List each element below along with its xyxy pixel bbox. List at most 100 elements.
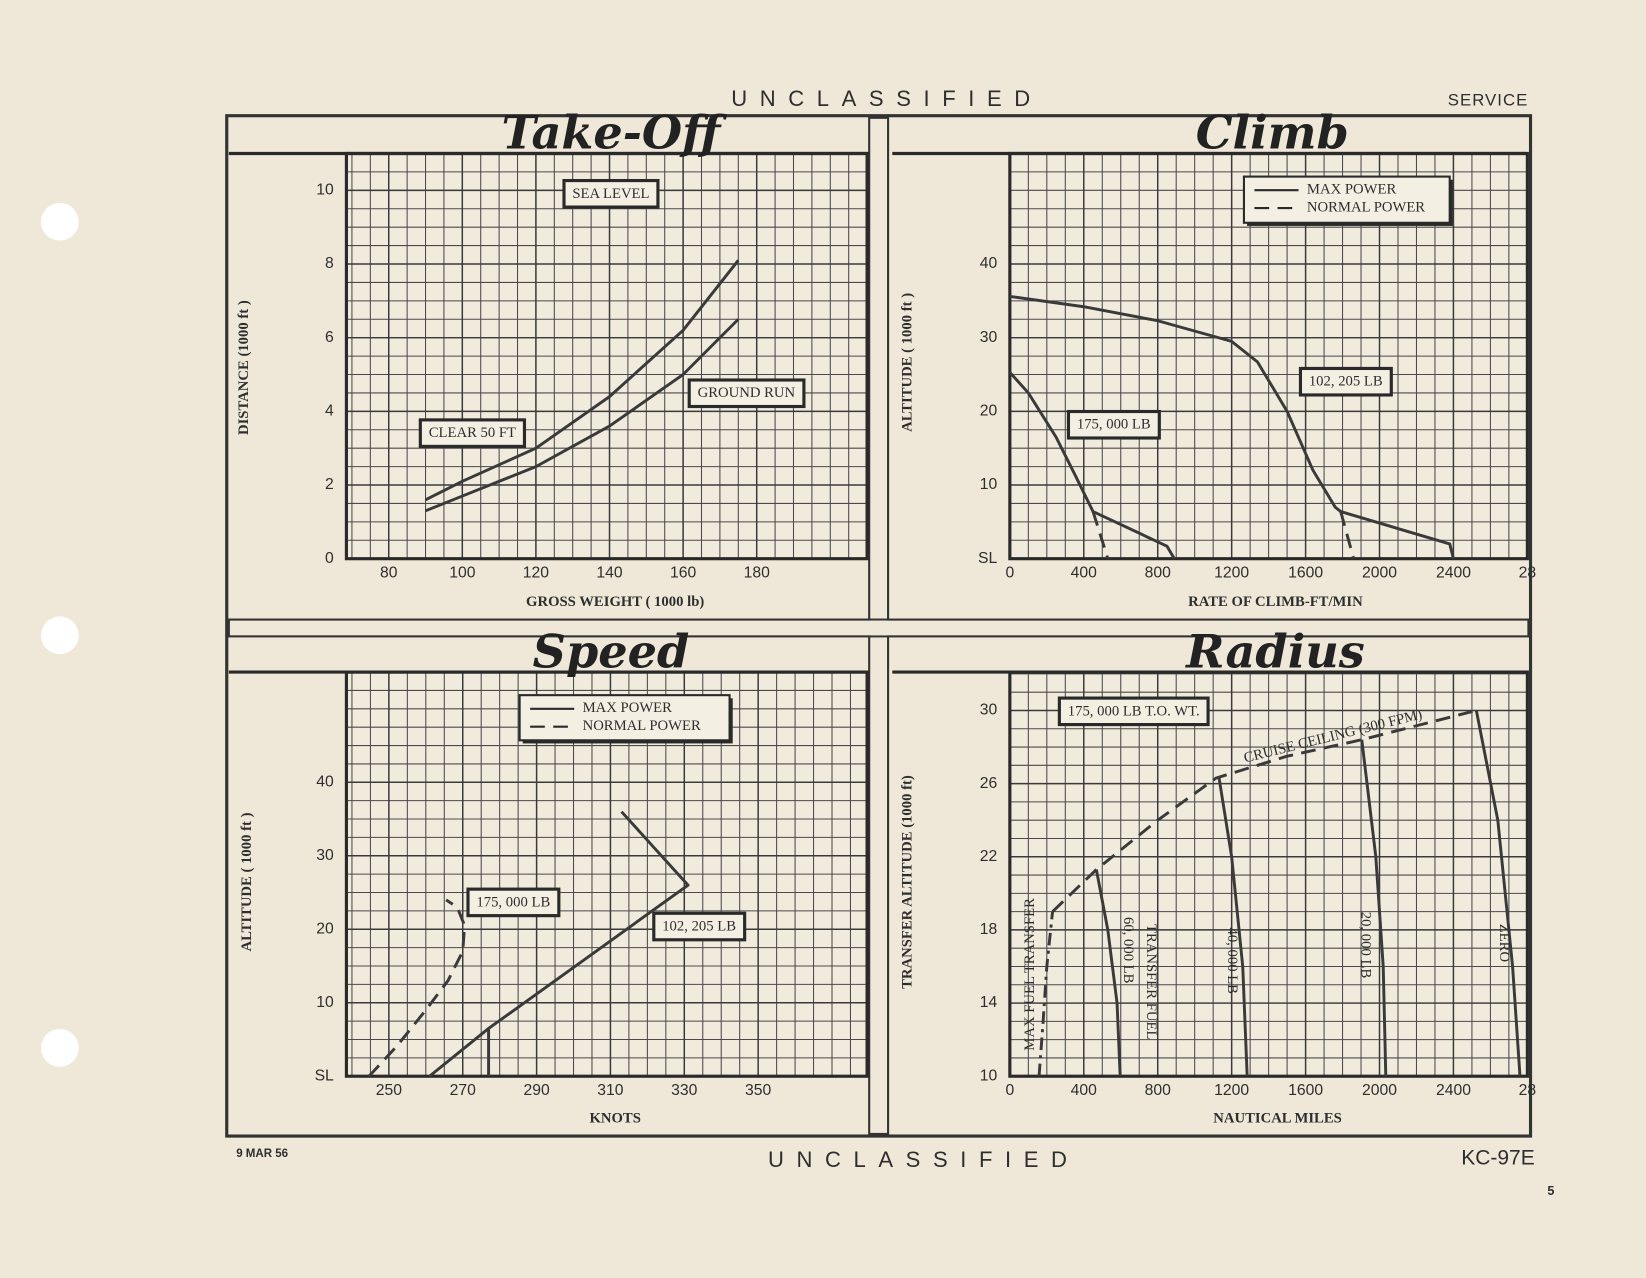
data-line xyxy=(1217,777,1249,1077)
punch-hole xyxy=(40,202,79,241)
y-axis-label: ALTITUDE ( 1000 ft ) xyxy=(239,812,255,951)
x-tick-label: 120 xyxy=(523,565,550,582)
x-tick-label: 140 xyxy=(596,565,623,582)
panel: 80 100 120 140 160 180 0 2 4 6 8 10 Take-Off GROSS WE… xyxy=(228,106,869,610)
y-tick-label: 26 xyxy=(980,775,998,792)
panel: 250 270 290 310 330 350 SL 10 20 30 40 Speed KNOTS AL… xyxy=(228,624,869,1127)
series-label: 102, 205 LB xyxy=(662,919,736,935)
data-line xyxy=(1008,371,1176,560)
x-tick-label: 160 xyxy=(670,565,697,582)
x-tick-label: 400 xyxy=(1071,565,1098,582)
legend-label: MAX POWER xyxy=(1307,182,1397,198)
x-tick-label: 800 xyxy=(1145,1082,1172,1099)
y-tick-label: SL xyxy=(315,1067,334,1084)
x-tick-label: 0 xyxy=(1005,565,1014,582)
y-tick-label: 14 xyxy=(980,994,998,1011)
x-tick-label: 28 xyxy=(1519,565,1537,582)
x-tick-label: 350 xyxy=(745,1082,772,1099)
y-tick-label: 10 xyxy=(980,1067,998,1084)
x-tick-label: 250 xyxy=(376,1082,403,1099)
chart-title: Climb xyxy=(1196,106,1349,160)
y-axis-label: TRANSFER ALTITUDE (1000 ft) xyxy=(899,775,915,989)
data-line xyxy=(1094,869,1122,1077)
x-axis-label: RATE OF CLIMB-FT/MIN xyxy=(1188,594,1363,610)
y-tick-label: 18 xyxy=(980,921,998,938)
x-tick-label: 0 xyxy=(1005,1082,1014,1099)
y-tick-label: SL xyxy=(978,550,997,567)
divider-joint xyxy=(870,620,888,636)
series-label: 102, 205 LB xyxy=(1309,374,1383,390)
panel: 0 400 800 1200 1600 2000 2400 28 10 14 18 22 26 30 Rad… xyxy=(892,624,1536,1127)
label-box xyxy=(1057,696,1210,727)
label-box xyxy=(466,887,561,918)
x-tick-label: 1600 xyxy=(1288,565,1323,582)
y-axis-label: DISTANCE (1000 ft ) xyxy=(236,300,252,435)
page-number: 5 xyxy=(1547,1184,1554,1198)
y-tick-label: 10 xyxy=(316,181,334,198)
x-tick-label: 80 xyxy=(380,565,398,582)
data-line xyxy=(1051,709,1477,913)
label-box xyxy=(1066,409,1161,440)
y-tick-label: 10 xyxy=(980,476,998,493)
punch-hole xyxy=(40,616,79,655)
annotation: 175, 000 LB T.O. WT. xyxy=(1068,703,1200,719)
data-line xyxy=(1009,294,1455,560)
y-tick-label: 10 xyxy=(316,994,334,1011)
series-label: GROUND RUN xyxy=(698,385,796,401)
series-label: ZERO xyxy=(1496,924,1512,962)
legend-box xyxy=(518,694,731,742)
data-line xyxy=(1339,511,1356,560)
series-label: 20, 000 LB xyxy=(1357,912,1373,979)
series-label: CLEAR 50 FT xyxy=(429,425,516,441)
series-label: 175, 000 LB xyxy=(1077,417,1151,433)
data-line xyxy=(487,810,690,1077)
annotation: SEA LEVEL xyxy=(572,186,649,202)
data-line xyxy=(1360,739,1388,1077)
data-line xyxy=(428,1027,490,1078)
x-tick-label: 2400 xyxy=(1436,1082,1471,1099)
x-axis-label: KNOTS xyxy=(589,1111,640,1127)
x-tick-label: 100 xyxy=(449,565,476,582)
legend-box xyxy=(1242,175,1451,224)
series-label: MAX FUEL TRANSFER xyxy=(1022,898,1038,1051)
y-tick-label: 22 xyxy=(980,848,998,865)
frame xyxy=(225,114,1533,1138)
y-axis-label: ALTITUDE ( 1000 ft ) xyxy=(899,293,915,432)
y-tick-label: 30 xyxy=(316,847,334,864)
data-line xyxy=(424,318,740,513)
series-label: 40, 000 LB xyxy=(1224,927,1240,994)
data-line xyxy=(1091,511,1110,560)
y-tick-label: 0 xyxy=(325,550,334,567)
legend-label: MAX POWER xyxy=(583,700,673,716)
x-tick-label: 400 xyxy=(1071,1082,1098,1099)
x-tick-label: 2000 xyxy=(1362,1082,1397,1099)
y-tick-label: 4 xyxy=(325,403,334,420)
x-tick-label: 290 xyxy=(523,1082,550,1099)
x-tick-label: 310 xyxy=(597,1082,624,1099)
data-line xyxy=(424,259,740,502)
punch-hole xyxy=(40,1028,79,1067)
label-box xyxy=(562,178,660,209)
classification: UNCLASSIFIED xyxy=(731,86,1043,111)
y-tick-label: 20 xyxy=(316,920,334,937)
legend-label: NORMAL POWER xyxy=(1307,199,1425,215)
x-tick-label: 2400 xyxy=(1436,565,1471,582)
y-tick-label: 20 xyxy=(980,403,998,420)
x-axis-label: NAUTICAL MILES xyxy=(1213,1111,1342,1127)
y-tick-label: 2 xyxy=(325,476,334,493)
label-box xyxy=(652,911,747,942)
y-tick-label: 6 xyxy=(325,329,334,346)
date: 9 MAR 56 xyxy=(236,1148,288,1160)
y-tick-label: 8 xyxy=(325,255,334,272)
x-tick-label: 2000 xyxy=(1362,565,1397,582)
data-line xyxy=(1474,710,1522,1077)
x-tick-label: 1200 xyxy=(1214,565,1249,582)
classification: UNCLASSIFIED xyxy=(768,1147,1080,1172)
data-line xyxy=(367,898,467,1078)
series-label: 175, 000 LB xyxy=(476,894,550,910)
y-tick-label: 40 xyxy=(980,255,998,272)
x-axis-label: GROSS WEIGHT ( 1000 lb) xyxy=(526,594,704,610)
annotation: TRANSFER FUEL xyxy=(1143,924,1159,1040)
service: SERVICE xyxy=(1448,90,1529,109)
y-tick-label: 30 xyxy=(980,329,998,346)
